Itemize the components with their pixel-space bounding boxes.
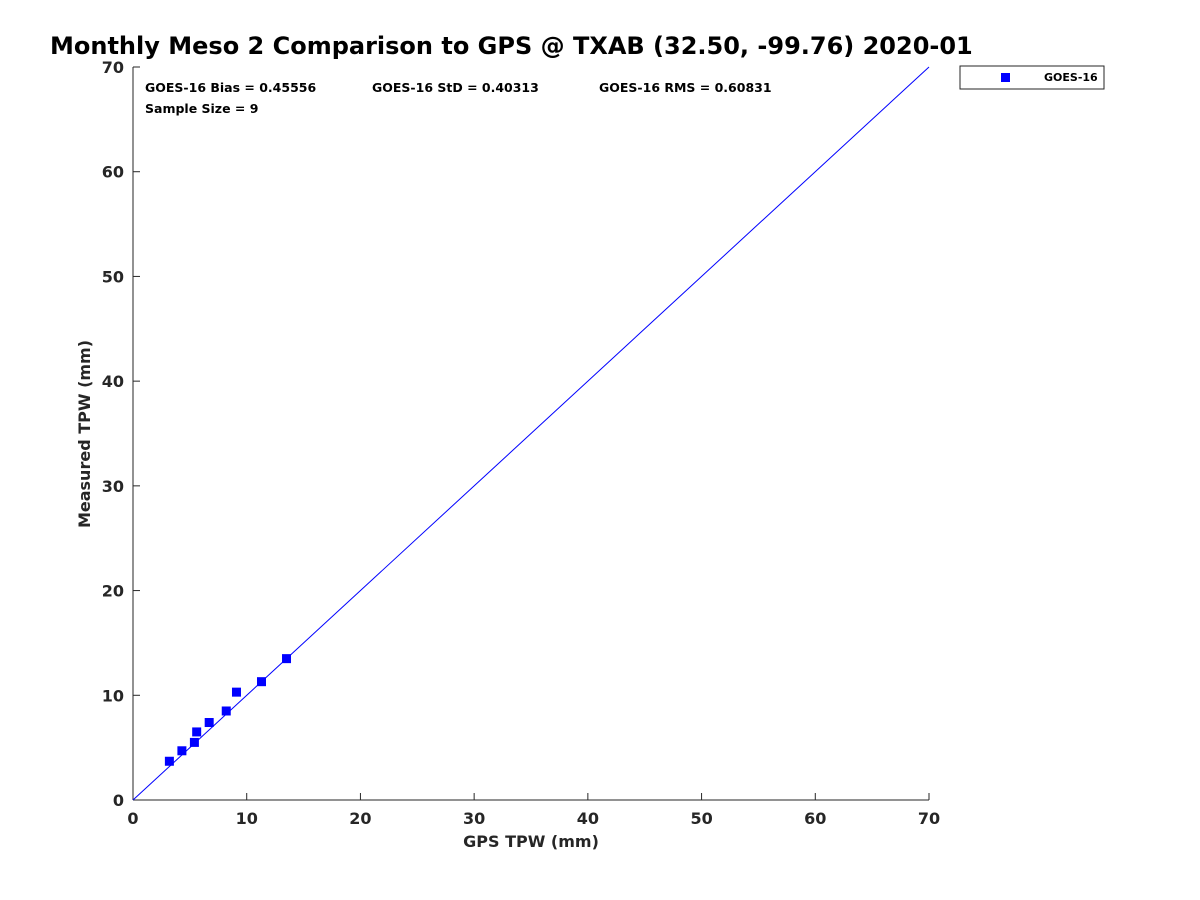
x-tick-label: 40 (577, 809, 599, 828)
y-ticks: 0 10 20 30 40 50 60 70 (102, 58, 140, 810)
data-point (221, 706, 231, 716)
y-tick-label: 70 (102, 58, 124, 77)
data-point (231, 687, 241, 697)
legend: GOES-16 (959, 65, 1105, 90)
chart-title: Monthly Meso 2 Comparison to GPS @ TXAB … (50, 32, 973, 60)
y-axis-label: Measured TPW (mm) (75, 340, 94, 528)
data-point (282, 654, 292, 664)
y-tick-label: 60 (102, 163, 124, 182)
sample-size-annotation: Sample Size = 9 (145, 101, 258, 116)
x-axis-label: GPS TPW (mm) (463, 832, 599, 851)
x-tick-label: 30 (463, 809, 485, 828)
data-point (189, 737, 199, 747)
x-tick-label: 60 (804, 809, 826, 828)
legend-box (959, 65, 1105, 90)
plot-area (132, 67, 929, 801)
legend-label: GOES-16 (1044, 71, 1098, 84)
data-point (256, 677, 266, 687)
x-tick-label: 50 (690, 809, 712, 828)
std-annotation: GOES-16 StD = 0.40313 (372, 80, 539, 95)
legend-marker (1001, 73, 1010, 82)
rms-annotation: GOES-16 RMS = 0.60831 (599, 80, 772, 95)
x-tick-label: 70 (918, 809, 940, 828)
x-tick-label: 0 (127, 809, 138, 828)
y-tick-label: 40 (102, 372, 124, 391)
one-to-one-line (132, 66, 930, 801)
data-points (164, 654, 292, 766)
data-point (204, 718, 214, 728)
x-tick-label: 10 (236, 809, 258, 828)
y-tick-label: 0 (113, 791, 124, 810)
y-tick-label: 10 (102, 686, 124, 705)
data-point (164, 756, 174, 766)
data-point (192, 727, 202, 737)
y-tick-label: 30 (102, 477, 124, 496)
x-ticks: 0 10 20 30 40 50 60 70 (127, 793, 940, 828)
data-point (177, 746, 187, 756)
x-tick-label: 20 (349, 809, 371, 828)
y-tick-label: 20 (102, 582, 124, 601)
y-tick-label: 50 (102, 267, 124, 286)
bias-annotation: GOES-16 Bias = 0.45556 (145, 80, 316, 95)
